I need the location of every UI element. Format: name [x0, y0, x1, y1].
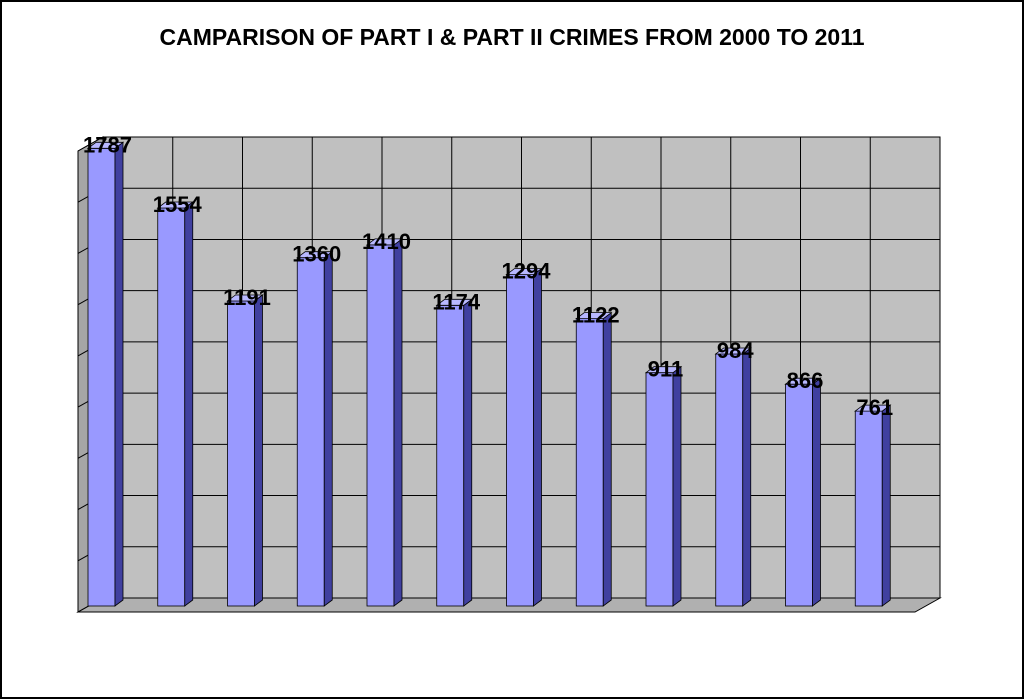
bar-side	[742, 347, 752, 607]
bar-top	[784, 377, 822, 385]
value-label: 911	[648, 357, 684, 382]
bar	[296, 257, 325, 607]
bar-top	[575, 312, 613, 320]
bar-side	[323, 250, 333, 607]
value-label: 761	[856, 395, 893, 420]
value-label: 1294	[502, 259, 552, 284]
bar-side	[393, 238, 403, 607]
value-label: 1787	[83, 132, 132, 157]
bar-side	[602, 311, 612, 607]
value-label: 1410	[362, 229, 411, 254]
bar	[227, 300, 255, 607]
bar	[645, 372, 674, 607]
bar	[506, 274, 534, 607]
bar-side	[114, 141, 124, 607]
bar-top	[505, 268, 543, 275]
bar-side	[184, 201, 194, 607]
bar-side	[533, 267, 542, 607]
bar	[366, 244, 395, 607]
bar-side	[254, 294, 263, 607]
value-label: 1554	[153, 192, 203, 217]
bar-side	[812, 377, 821, 607]
bar-top	[156, 201, 194, 209]
bar-top	[714, 347, 752, 355]
bar	[715, 353, 744, 607]
title-box: CAMPARISON OF PART I & PART II CRIMES FR…	[159, 24, 865, 50]
value-label: 1191	[223, 285, 271, 310]
bar	[854, 410, 883, 607]
value-label: 1360	[292, 242, 341, 267]
bar-top	[296, 251, 334, 259]
bar-side	[672, 365, 682, 607]
value-label: 1174	[432, 289, 480, 314]
bar-top	[226, 294, 264, 302]
bar-top	[854, 404, 892, 412]
value-label: 866	[787, 368, 824, 393]
chart-title: CAMPARISON OF PART I & PART II CRIMES FR…	[159, 24, 865, 50]
bar-top	[644, 366, 683, 374]
bar-side	[881, 404, 891, 607]
value-label: 984	[717, 338, 754, 363]
bar-side	[463, 298, 473, 607]
value-label: 1122	[572, 303, 620, 328]
bar-top	[435, 298, 473, 306]
grid-line	[77, 136, 940, 152]
bar	[157, 207, 186, 607]
bar	[87, 147, 116, 607]
bar-top	[365, 238, 404, 246]
bar	[575, 318, 604, 607]
bar-top	[86, 141, 125, 149]
bar	[436, 304, 465, 607]
bar	[785, 383, 813, 607]
